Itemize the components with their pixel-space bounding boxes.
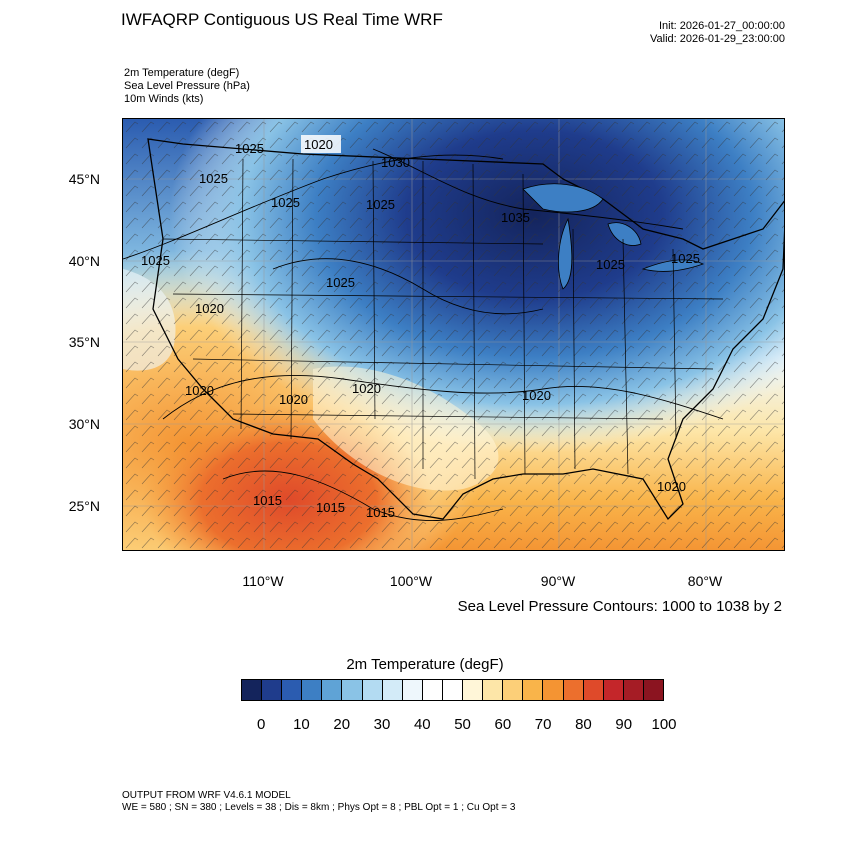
colorbar-cell xyxy=(302,680,323,700)
colorbar-tick-label: 40 xyxy=(413,716,431,733)
colorbar-cell xyxy=(342,680,363,700)
variable-winds: 10m Winds (kts) xyxy=(124,93,204,105)
lat-label-35: 35°N xyxy=(68,334,100,350)
colorbar-tick-label: 60 xyxy=(494,716,512,733)
weather-map: 1020 1025 1025 1030 1025 1025 1035 1025 … xyxy=(122,118,785,551)
pressure-label-1020: 1020 xyxy=(185,383,214,398)
pressure-label-1025: 1025 xyxy=(235,141,264,156)
colorbar-tick-label: 90 xyxy=(615,716,633,733)
model-config-line: WE = 580 ; SN = 380 ; Levels = 38 ; Dis … xyxy=(122,802,516,813)
colorbar-tick-label: 70 xyxy=(534,716,552,733)
lat-label-40: 40°N xyxy=(68,253,100,269)
lat-label-30: 30°N xyxy=(68,416,100,432)
pressure-label-1030: 1030 xyxy=(381,155,410,170)
pressure-label-1020: 1020 xyxy=(657,479,686,494)
pressure-label-1025: 1025 xyxy=(326,275,355,290)
pressure-label-1025: 1025 xyxy=(671,251,700,266)
lat-label-45: 45°N xyxy=(68,171,100,187)
colorbar-cell xyxy=(523,680,544,700)
colorbar-cell xyxy=(643,680,663,700)
lon-label-80w: 80°W xyxy=(687,573,723,589)
colorbar-cell xyxy=(362,680,383,700)
lon-label-90w: 90°W xyxy=(540,573,576,589)
pressure-label-1025: 1025 xyxy=(199,171,228,186)
lat-label-25: 25°N xyxy=(68,498,100,514)
colorbar-tick-label: 100 xyxy=(651,716,677,733)
colorbar-tick-label: 20 xyxy=(333,716,351,733)
pressure-label-1020: 1020 xyxy=(352,381,381,396)
contour-info: Sea Level Pressure Contours: 1000 to 103… xyxy=(457,598,782,615)
colorbar-tick-label: 50 xyxy=(454,716,471,733)
colorbar-cell xyxy=(623,680,644,700)
pressure-label-1020: 1020 xyxy=(279,392,308,407)
lon-label-100w: 100°W xyxy=(389,573,433,589)
model-info-line: OUTPUT FROM WRF V4.6.1 MODEL xyxy=(122,790,291,801)
colorbar-cell xyxy=(603,680,624,700)
pressure-label-1025: 1025 xyxy=(366,197,395,212)
colorbar-cell xyxy=(422,680,443,700)
init-time: Init: 2026-01-27_00:00:00 xyxy=(659,20,785,32)
colorbar-tick-label: 0 xyxy=(256,716,266,733)
map-title: IWFAQRP Contiguous US Real Time WRF xyxy=(121,10,443,29)
colorbar-cell xyxy=(503,680,524,700)
pressure-label-1025: 1025 xyxy=(271,195,300,210)
pressure-label-1025: 1025 xyxy=(596,257,625,272)
pressure-label-1015: 1015 xyxy=(316,500,345,515)
pressure-label-1025: 1025 xyxy=(141,253,170,268)
colorbar-cell xyxy=(463,680,484,700)
colorbar-cell xyxy=(483,680,504,700)
colorbar-cell xyxy=(262,680,283,700)
map-canvas: 1020 1025 1025 1030 1025 1025 1035 1025 … xyxy=(123,119,784,550)
pressure-label-1035: 1035 xyxy=(501,210,530,225)
colorbar-cell xyxy=(382,680,403,700)
colorbar-cell xyxy=(282,680,303,700)
colorbar-cell xyxy=(442,680,464,700)
variable-temperature: 2m Temperature (degF) xyxy=(124,67,240,79)
temperature-colorbar xyxy=(241,679,664,701)
lon-label-110w: 110°W xyxy=(242,573,284,589)
pressure-label-1020: 1020 xyxy=(522,388,551,403)
valid-time: Valid: 2026-01-29_23:00:00 xyxy=(650,33,785,45)
pressure-label-1015: 1015 xyxy=(253,493,282,508)
colorbar-cell xyxy=(242,680,263,700)
colorbar-title: 2m Temperature (degF) xyxy=(346,656,504,673)
pressure-label-1015: 1015 xyxy=(366,505,395,520)
colorbar-tick-label: 30 xyxy=(373,716,391,733)
variable-pressure: Sea Level Pressure (hPa) xyxy=(124,80,250,92)
colorbar-tick-label: 80 xyxy=(575,716,592,733)
colorbar-cell xyxy=(583,680,604,700)
colorbar-cell xyxy=(402,680,423,700)
colorbar-cell xyxy=(543,680,564,700)
pressure-label-1020: 1020 xyxy=(304,137,333,152)
colorbar-cell xyxy=(563,680,584,700)
colorbar-cell xyxy=(322,680,343,700)
pressure-label-1020: 1020 xyxy=(195,301,224,316)
colorbar-tick-label: 10 xyxy=(293,716,310,733)
